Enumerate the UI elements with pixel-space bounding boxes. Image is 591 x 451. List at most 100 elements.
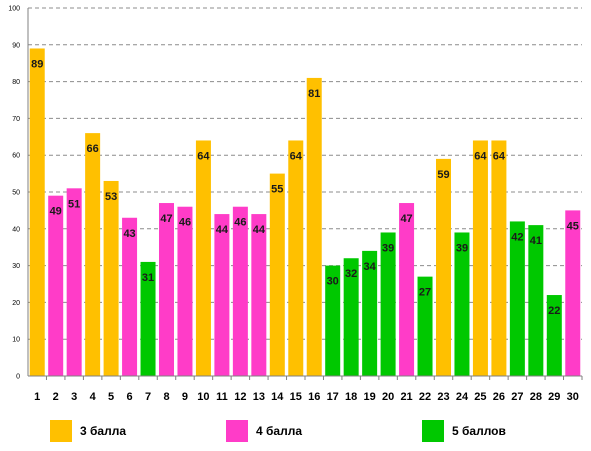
x-tick-label: 25 (474, 391, 486, 403)
y-tick-label: 40 (12, 226, 20, 233)
x-tick-label: 30 (567, 391, 579, 403)
x-tick-label: 21 (400, 391, 412, 403)
bar-value-label: 64 (474, 150, 487, 162)
x-tick-label: 2 (53, 391, 59, 403)
bar (565, 210, 581, 376)
y-tick-label: 10 (12, 337, 20, 344)
bar (399, 203, 415, 376)
bar-value-label: 66 (87, 143, 99, 155)
bar-value-label: 41 (530, 235, 542, 247)
bar-value-label: 64 (290, 150, 303, 162)
y-tick-label: 70 (12, 116, 20, 123)
x-tick-label: 9 (182, 391, 188, 403)
bar-value-label: 53 (105, 191, 117, 203)
x-tick-label: 14 (271, 391, 284, 403)
bar-value-label: 43 (123, 228, 135, 240)
bar-value-label: 42 (511, 231, 523, 243)
bar (306, 77, 322, 377)
x-tick-label: 6 (127, 391, 133, 403)
x-tick-label: 4 (90, 391, 97, 403)
x-tick-label: 18 (345, 391, 357, 403)
x-tick-label: 28 (530, 391, 542, 403)
bar-value-label: 81 (308, 88, 320, 100)
bar (103, 180, 119, 376)
bar (491, 140, 507, 376)
bar-value-label: 45 (567, 220, 579, 232)
bar-value-label: 51 (68, 198, 80, 210)
x-tick-label: 10 (197, 391, 209, 403)
bar (528, 225, 544, 376)
bar-value-label: 47 (400, 213, 412, 225)
bar (232, 206, 248, 376)
bar-value-label: 89 (31, 58, 43, 70)
bar (546, 295, 562, 376)
bar-value-label: 32 (345, 268, 357, 280)
bar (472, 140, 488, 376)
bar-value-label: 30 (327, 276, 339, 288)
legend-item-3: 3 балла (50, 418, 126, 444)
y-tick-label: 80 (12, 79, 20, 86)
legend-swatch-4 (226, 420, 248, 442)
bar (436, 158, 451, 376)
bar (454, 232, 470, 376)
x-tick-label: 17 (327, 391, 339, 403)
legend: 3 балла 4 балла 5 баллов (0, 418, 591, 444)
bar-value-label: 49 (50, 206, 62, 218)
grid-lines (28, 7, 582, 340)
x-tick-label: 11 (216, 391, 228, 403)
bar (288, 140, 304, 376)
bar-value-label: 39 (382, 242, 394, 254)
x-axis: 1 2 3 4 5 6 7 8 9 10 11 12 13 14 15 16 17 18 19 20 21 22 23 24 2… (27, 8, 583, 403)
x-tick-label: 7 (145, 391, 151, 403)
bar (380, 232, 396, 376)
x-tick-label: 1 (34, 391, 40, 403)
y-axis-ticks: 0 10 20 30 40 50 60 70 80 90 100 (8, 6, 20, 381)
x-tick-label: 8 (163, 391, 169, 403)
bar (509, 221, 525, 376)
x-tick-label: 12 (234, 391, 246, 403)
legend-item-5: 5 баллов (422, 418, 506, 444)
y-tick-label: 0 (16, 374, 20, 381)
bar-value-label: 64 (493, 150, 506, 162)
x-tick-label: 16 (308, 391, 320, 403)
bar (195, 140, 211, 376)
bar-value-label: 64 (197, 150, 210, 162)
bar (214, 214, 230, 376)
x-tick-label: 26 (493, 391, 505, 403)
bar-value-label: 44 (216, 224, 229, 236)
y-tick-label: 50 (12, 190, 20, 197)
bar-value-label: 46 (234, 217, 246, 229)
x-tick-label: 22 (419, 391, 431, 403)
bar (122, 217, 138, 376)
bar-value-label: 22 (548, 305, 560, 317)
bar-value-label: 27 (419, 287, 431, 299)
y-tick-label: 20 (12, 300, 20, 307)
x-tick-label: 19 (364, 391, 376, 403)
bar (159, 203, 174, 376)
bar-value-label: 47 (160, 213, 172, 225)
x-tick-label: 23 (437, 391, 449, 403)
legend-swatch-5 (422, 420, 444, 442)
x-tick-label: 13 (253, 391, 265, 403)
bar (325, 265, 341, 376)
bar-value-label: 31 (142, 272, 154, 284)
bar (269, 173, 285, 376)
bar (140, 261, 156, 376)
x-tick-label: 29 (548, 391, 560, 403)
y-tick-label: 90 (12, 42, 20, 49)
bar-value-label: 59 (437, 169, 449, 181)
bar (177, 206, 193, 376)
bar-value-label: 39 (456, 242, 468, 254)
x-tick-label: 5 (108, 391, 114, 403)
bar (66, 188, 82, 376)
y-tick-label: 30 (12, 263, 20, 270)
bar (343, 258, 359, 376)
x-tick-label: 3 (71, 391, 77, 403)
x-tick-label: 20 (382, 391, 394, 403)
y-tick-label: 60 (12, 153, 20, 160)
x-tick-label: 24 (456, 391, 469, 403)
bar (85, 133, 101, 376)
legend-label-3: 3 балла (80, 424, 127, 438)
bar (48, 195, 64, 376)
bar-value-label: 44 (253, 224, 266, 236)
